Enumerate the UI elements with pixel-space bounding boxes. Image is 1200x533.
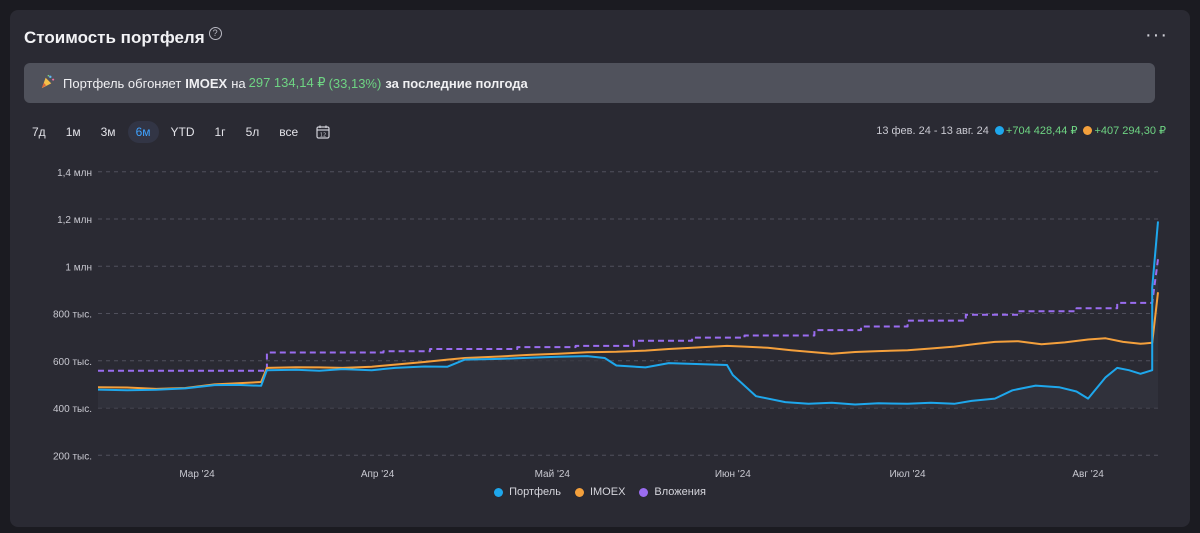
area-layer bbox=[98, 221, 1158, 409]
party-popper-icon bbox=[40, 74, 55, 92]
investments-line bbox=[98, 259, 1159, 372]
chart-legend: Портфель IMOEX Вложения bbox=[0, 486, 1200, 498]
legend-item-portfolio[interactable]: Портфель bbox=[494, 486, 561, 498]
y-axis: 200 тыс. 400 тыс. 600 тыс. 800 тыс. 1 млн 1,2… bbox=[53, 168, 92, 462]
legend-label-portfolio: Портфель bbox=[509, 486, 561, 498]
more-options-icon[interactable]: ··· bbox=[1145, 24, 1168, 46]
y-tick-label: 200 тыс. bbox=[53, 451, 92, 462]
y-tick-label: 1 млн bbox=[65, 262, 92, 273]
series-layer bbox=[97, 221, 1159, 406]
y-tick-label: 400 тыс. bbox=[53, 404, 92, 415]
portfolio-line bbox=[97, 221, 1159, 406]
banner-suffix: за последние полгода bbox=[385, 75, 528, 91]
imoex-legend-dot-icon bbox=[574, 487, 584, 497]
period-7d[interactable]: 7д bbox=[32, 125, 46, 139]
banner-word-on: на bbox=[231, 75, 246, 91]
x-axis: Мар '24 Апр '24 Май '24 Июн '24 Июл '24 Авг '… bbox=[179, 469, 1104, 480]
banner-benchmark: IMOEX bbox=[185, 75, 228, 91]
period-selector: 7д 1м 3м 6м YTD 1г 5л все 12 bbox=[24, 121, 330, 143]
portfolio-legend-dot-icon bbox=[494, 487, 504, 497]
benchmark-banner: Портфель обгоняет IMOEX на 297 134,14 ₽ … bbox=[24, 63, 1155, 103]
y-tick-label: 800 тыс. bbox=[53, 310, 92, 321]
imoex-change-item: +407 294,30 ₽ bbox=[1083, 124, 1166, 137]
calendar-icon[interactable]: 12 bbox=[316, 125, 330, 139]
help-icon[interactable]: ? bbox=[208, 26, 222, 40]
y-tick-label: 1,2 млн bbox=[57, 215, 92, 226]
x-tick-label: Авг '24 bbox=[1072, 469, 1104, 480]
x-tick-label: Апр '24 bbox=[361, 469, 395, 480]
period-1y[interactable]: 1г bbox=[214, 125, 226, 139]
y-tick-label: 1,4 млн bbox=[57, 168, 92, 179]
period-1m[interactable]: 1м bbox=[65, 125, 81, 139]
period-6m[interactable]: 6м bbox=[127, 121, 159, 143]
x-tick-label: Июл '24 bbox=[889, 469, 926, 480]
card-title: Стоимость портфеля ? bbox=[24, 26, 222, 48]
banner-amount: 297 134,14 ₽ bbox=[248, 75, 326, 90]
legend-label-imoex: IMOEX bbox=[589, 486, 626, 498]
portfolio-change-item: +704 428,44 ₽ bbox=[994, 124, 1078, 137]
portfolio-change: +704 428,44 ₽ bbox=[1005, 125, 1078, 137]
portfolio-dot-icon bbox=[994, 126, 1004, 135]
legend-item-imoex[interactable]: IMOEX bbox=[574, 486, 626, 498]
date-range: 13 фев. 24 - 13 авг. 24 bbox=[876, 124, 989, 137]
imoex-line bbox=[97, 292, 1159, 390]
investments-legend-dot-icon bbox=[639, 487, 649, 497]
period-ytd[interactable]: YTD bbox=[170, 125, 195, 139]
imoex-dot-icon bbox=[1083, 126, 1093, 135]
banner-percent: (33,13%) bbox=[328, 75, 382, 91]
x-tick-label: Мар '24 bbox=[179, 469, 215, 480]
page-title: Стоимость портфеля bbox=[24, 28, 205, 47]
x-tick-label: Июн '24 bbox=[715, 469, 751, 480]
y-tick-label: 600 тыс. bbox=[53, 357, 92, 368]
period-5y[interactable]: 5л bbox=[245, 125, 260, 139]
range-summary: 13 фев. 24 - 13 авг. 24 +704 428,44 ₽ +4… bbox=[876, 124, 1166, 138]
svg-text:12: 12 bbox=[320, 133, 326, 139]
banner-prefix: Портфель обгоняет bbox=[63, 75, 182, 91]
period-all[interactable]: все bbox=[279, 125, 299, 139]
x-tick-label: Май '24 bbox=[535, 469, 571, 480]
legend-label-investments: Вложения bbox=[654, 486, 706, 498]
imoex-change: +407 294,30 ₽ bbox=[1094, 125, 1166, 137]
period-3m[interactable]: 3м bbox=[100, 125, 116, 139]
portfolio-area bbox=[98, 221, 1158, 409]
grid-layer bbox=[98, 171, 1158, 456]
legend-item-investments[interactable]: Вложения bbox=[639, 486, 706, 498]
